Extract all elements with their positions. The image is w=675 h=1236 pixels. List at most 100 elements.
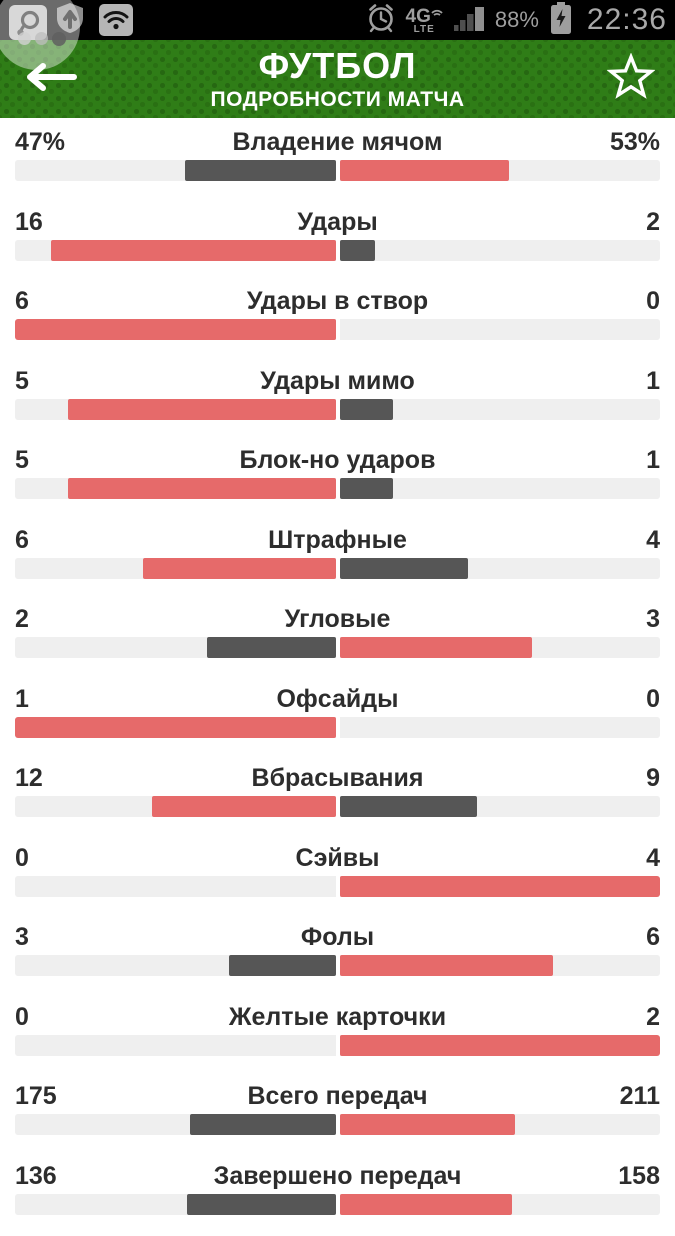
stat-row-header: 16 Удары 2 <box>15 209 660 235</box>
stat-bar-home-track <box>15 478 336 499</box>
stat-bar-away-fill <box>340 955 554 976</box>
stat-away-value: 2 <box>602 209 660 235</box>
stat-bar <box>15 240 660 261</box>
stat-label: Сэйвы <box>73 845 602 871</box>
stat-bar-home-fill <box>15 717 336 738</box>
stat-bar-home-fill <box>187 1194 335 1215</box>
stat-away-value: 0 <box>602 288 660 314</box>
stat-away-value: 211 <box>602 1083 660 1109</box>
stat-label: Удары <box>73 209 602 235</box>
stat-row-header: 175 Всего передач 211 <box>15 1083 660 1109</box>
stat-label: Желтые карточки <box>73 1004 602 1030</box>
favorite-star-icon <box>607 53 655 106</box>
stat-home-value: 16 <box>15 209 73 235</box>
bubble-dot <box>18 32 31 45</box>
stat-bar-home-track <box>15 558 336 579</box>
stat-bar <box>15 1114 660 1135</box>
stat-home-value: 47% <box>15 129 73 155</box>
stat-bar <box>15 1035 660 1056</box>
stat-home-value: 0 <box>15 1004 73 1030</box>
stat-label: Офсайды <box>73 686 602 712</box>
stat-home-value: 136 <box>15 1163 73 1189</box>
stat-away-value: 9 <box>602 765 660 791</box>
stat-bar-away-fill <box>340 1114 515 1135</box>
stat-bar-center-divider <box>336 319 340 340</box>
stat-label: Штрафные <box>73 527 602 553</box>
stat-bar-away-track <box>340 1194 661 1215</box>
stat-bar-home-track <box>15 637 336 658</box>
stat-row-header: 3 Фолы 6 <box>15 924 660 950</box>
stat-bar-home-track <box>15 717 336 738</box>
stat-row: 3 Фолы 6 <box>0 918 675 998</box>
stat-bar-center-divider <box>336 1194 340 1215</box>
stat-bar <box>15 399 660 420</box>
stat-bar-center-divider <box>336 399 340 420</box>
stat-bar-home-fill <box>68 478 335 499</box>
stat-bar <box>15 160 660 181</box>
stat-bar-away-fill <box>340 637 532 658</box>
stat-bar <box>15 955 660 976</box>
stat-row-header: 6 Удары в створ 0 <box>15 288 660 314</box>
stat-bar-home-fill <box>51 240 336 261</box>
stat-row-header: 5 Блок-но ударов 1 <box>15 447 660 473</box>
wifi-icon <box>99 4 133 36</box>
stat-away-value: 6 <box>602 924 660 950</box>
favorite-button[interactable] <box>605 53 657 105</box>
stat-bar-away-track <box>340 160 661 181</box>
stat-bar <box>15 478 660 499</box>
stat-bar-away-track <box>340 478 661 499</box>
clock-time: 22:36 <box>583 3 667 37</box>
stat-bar <box>15 637 660 658</box>
stat-bar-home-track <box>15 319 336 340</box>
stat-bar-home-track <box>15 399 336 420</box>
stat-home-value: 12 <box>15 765 73 791</box>
stat-bar-home-track <box>15 1114 336 1135</box>
stat-bar-center-divider <box>336 876 340 897</box>
match-details-header: ФУТБОЛ ПОДРОБНОСТИ МАТЧА <box>0 40 675 118</box>
stat-bar-home-fill <box>185 160 336 181</box>
stat-bar <box>15 558 660 579</box>
stat-away-value: 4 <box>602 845 660 871</box>
bubble-dot <box>35 32 48 45</box>
stat-bar-center-divider <box>336 240 340 261</box>
stat-bar-away-track <box>340 876 661 897</box>
stat-bar-away-fill <box>340 558 468 579</box>
stat-away-value: 2 <box>602 1004 660 1030</box>
stat-home-value: 1 <box>15 686 73 712</box>
stat-bar-away-track <box>340 717 661 738</box>
stat-row: 5 Удары мимо 1 <box>0 362 675 442</box>
stat-bar <box>15 796 660 817</box>
network-sub-label: LTE <box>414 25 435 35</box>
stat-label: Угловые <box>73 606 602 632</box>
stat-bar-away-track <box>340 955 661 976</box>
stat-home-value: 0 <box>15 845 73 871</box>
stat-bar-away-fill <box>340 1194 512 1215</box>
stat-bar-home-track <box>15 1194 336 1215</box>
battery-percent-label: 88% <box>495 7 539 33</box>
stat-bar-center-divider <box>336 637 340 658</box>
stat-bar-away-fill <box>340 876 661 897</box>
stat-home-value: 6 <box>15 288 73 314</box>
stat-bar-away-track <box>340 319 661 340</box>
stat-bar-away-track <box>340 637 661 658</box>
stat-row: 0 Сэйвы 4 <box>0 839 675 919</box>
stat-home-value: 5 <box>15 368 73 394</box>
stat-bar <box>15 876 660 897</box>
stat-bar-home-fill <box>68 399 335 420</box>
stat-away-value: 158 <box>602 1163 660 1189</box>
stat-bar-away-fill <box>340 796 477 817</box>
stat-home-value: 6 <box>15 527 73 553</box>
network-4g-lte-icon: 4G LTE <box>406 7 443 35</box>
stat-label: Владение мячом <box>73 129 602 155</box>
stat-row: 12 Вбрасывания 9 <box>0 759 675 839</box>
stat-bar-home-fill <box>15 319 336 340</box>
stat-row: 16 Удары 2 <box>0 203 675 283</box>
stat-bar-home-track <box>15 160 336 181</box>
stat-bar-center-divider <box>336 796 340 817</box>
stat-row-header: 47% Владение мячом 53% <box>15 129 660 155</box>
stat-away-value: 0 <box>602 686 660 712</box>
stat-home-value: 3 <box>15 924 73 950</box>
stat-row-header: 2 Угловые 3 <box>15 606 660 632</box>
stat-away-value: 4 <box>602 527 660 553</box>
stat-bar-home-fill <box>143 558 335 579</box>
